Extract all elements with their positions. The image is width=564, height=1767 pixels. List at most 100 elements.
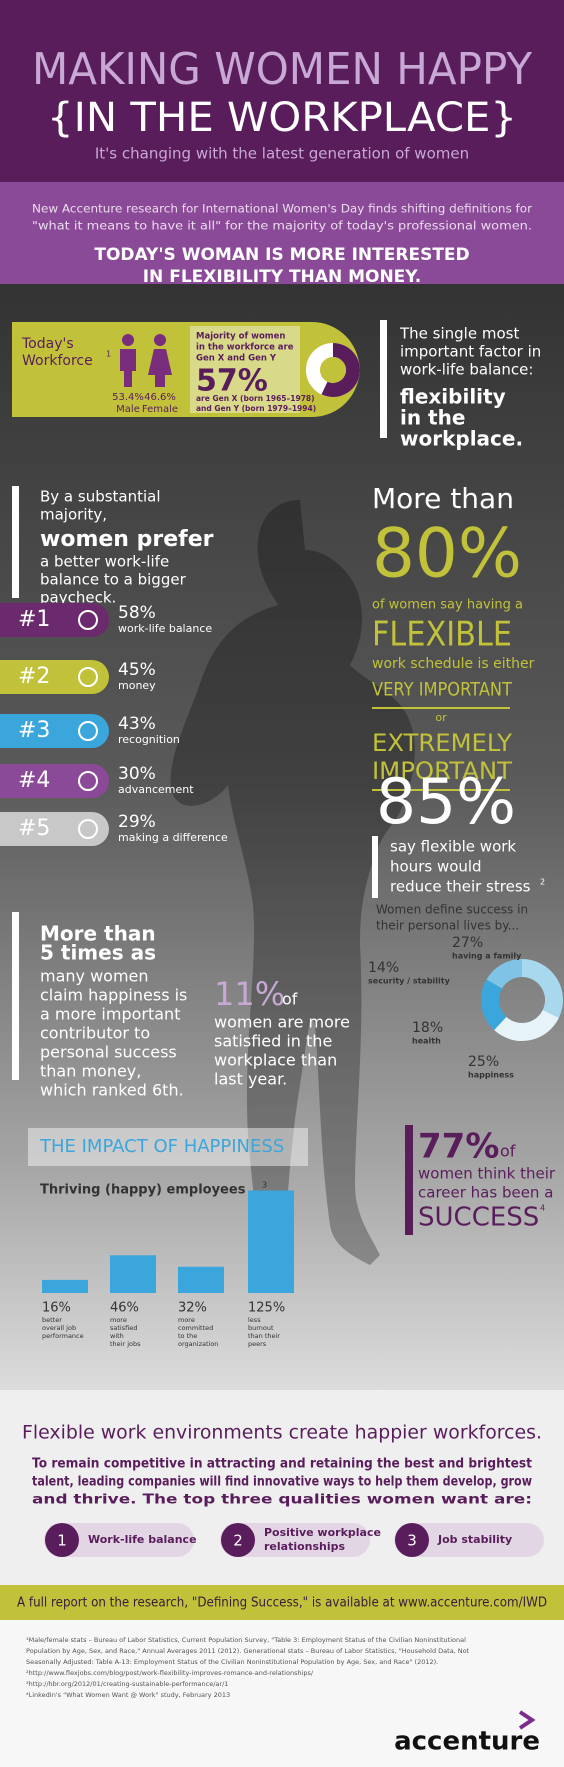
accent-bar: [405, 1125, 413, 1235]
segment-name: having a family: [452, 952, 522, 961]
segment-label: 27%: [452, 935, 483, 951]
rank-icon: [78, 667, 98, 687]
donut-segment: [521, 959, 563, 1018]
quality-pill: [220, 1523, 370, 1557]
happiness-text: which ranked 6th.: [40, 1081, 184, 1100]
category-label: to the: [178, 1332, 197, 1340]
segment-name: security / stability: [368, 977, 451, 986]
footnote: ¹Male/female stats – Bureau of Labor Sta…: [26, 1636, 466, 1644]
quality-number: 3: [407, 1532, 417, 1550]
rank-tab: [0, 660, 109, 694]
bar: [42, 1279, 88, 1293]
category-label: satisfied: [110, 1324, 137, 1332]
majority-panel: [190, 326, 300, 413]
stat-lead: More than: [372, 482, 514, 515]
category-label: performance: [42, 1332, 84, 1340]
stat-text: work schedule is either: [372, 656, 535, 672]
workforce-label: Today's: [21, 336, 74, 352]
segment-name: health: [412, 1037, 441, 1046]
accent-bar: [12, 486, 19, 598]
category-label: better: [42, 1316, 62, 1324]
stat-text: hours would: [390, 858, 482, 876]
preference-text: majority,: [40, 506, 107, 524]
majority-value: 57%: [196, 364, 268, 399]
quality-label: Job stability: [437, 1533, 512, 1546]
person-icon: [122, 334, 134, 346]
headline: IN FLEXIBILITY THAN MONEY.: [143, 267, 422, 287]
rank-label: recognition: [118, 733, 180, 746]
factor-emphasis: workplace.: [400, 427, 523, 451]
happiness-text: many women: [40, 967, 149, 986]
silhouette: [170, 500, 415, 1265]
stat-emphasis: FLEXIBLE: [372, 615, 512, 655]
stat-emphasis: VERY IMPORTANT: [372, 679, 512, 701]
category-label: committed: [178, 1324, 213, 1332]
quality-badge: [395, 1523, 429, 1557]
rank-value: 43%: [118, 714, 156, 734]
category-label: their jobs: [110, 1340, 141, 1348]
rank-number: #3: [18, 718, 50, 743]
report-text: A full report on the research, "Defining…: [17, 1596, 547, 1611]
rank-icon: [78, 819, 98, 839]
footnote-mark: 3: [262, 1181, 267, 1190]
rank-number: #4: [18, 768, 50, 793]
conclusion-text: talent, leading companies will find inno…: [32, 1475, 532, 1490]
segment-name: happiness: [468, 1071, 514, 1080]
conclusion-text: and thrive. The top three qualities wome…: [32, 1493, 532, 1508]
value-label: 32%: [178, 1301, 207, 1316]
footnote: ²http://www.flexjobs.com/blog/post/work-…: [26, 1669, 314, 1677]
quality-label: relationships: [264, 1540, 346, 1553]
stat-value: 80%: [372, 515, 522, 594]
report-band: [0, 1585, 564, 1620]
bar: [248, 1190, 294, 1293]
stat-emphasis: IMPORTANT: [372, 757, 512, 785]
donut-title: their personal lives by...: [376, 919, 519, 933]
factor-emphasis: in the: [400, 406, 465, 430]
donut-segment: [494, 1009, 559, 1041]
rank-tab: [0, 812, 109, 846]
rank-value: 45%: [118, 660, 156, 680]
header-bg: [0, 0, 564, 182]
stat-text: workplace than: [214, 1051, 337, 1070]
stat-value: 85%: [376, 765, 516, 838]
preference-text: paycheck.: [40, 589, 116, 607]
rank-number: #2: [18, 664, 50, 689]
preference-emphasis: women prefer: [40, 527, 214, 552]
preference-text: balance to a bigger: [40, 571, 187, 589]
factor-emphasis: flexibility: [400, 385, 506, 409]
rank-label: making a difference: [118, 831, 228, 844]
stat-emphasis: EXTREMELY: [372, 729, 512, 757]
person-icon: [148, 349, 172, 387]
title: MAKING WOMEN HAPPY: [32, 44, 532, 95]
rank-tab: [0, 714, 109, 748]
happiness-text: contributor to: [40, 1024, 150, 1043]
donut-segment: [481, 979, 507, 1031]
rank-label: money: [118, 679, 156, 692]
stat-text: women are more: [214, 1013, 350, 1032]
preference-text: By a substantial: [40, 488, 161, 506]
happiness-text: 5 times as: [40, 941, 156, 965]
happiness-text: a more important: [40, 1005, 180, 1024]
workforce-label: Workforce: [22, 353, 93, 369]
rank-value: 58%: [118, 603, 156, 623]
footnote-mark: 4: [540, 1204, 545, 1213]
stat-text: of women say having a: [372, 598, 523, 613]
factor-text: The single most: [399, 325, 519, 343]
rank-label: work-life balance: [118, 622, 212, 635]
section-title: THE IMPACT OF HAPPINESS: [39, 1136, 284, 1157]
footnote-mark: 1: [106, 350, 111, 359]
factor-text: work-life balance:: [400, 361, 533, 379]
share-name: Male: [116, 404, 140, 415]
majority-text: Majority of women: [196, 332, 285, 342]
rank-value: 30%: [118, 764, 156, 784]
stat-text: career has been a: [418, 1184, 553, 1202]
category-label: organization: [178, 1340, 218, 1348]
majority-text: Gen X and Gen Y: [196, 354, 277, 364]
intro-text: New Accenture research for International…: [32, 202, 532, 216]
intro-text: "what it means to have it all" for the m…: [32, 219, 532, 233]
rank-tab: [0, 764, 109, 798]
rank-icon: [78, 721, 98, 741]
happiness-text: claim happiness is: [40, 986, 187, 1005]
quality-number: 1: [57, 1532, 67, 1550]
